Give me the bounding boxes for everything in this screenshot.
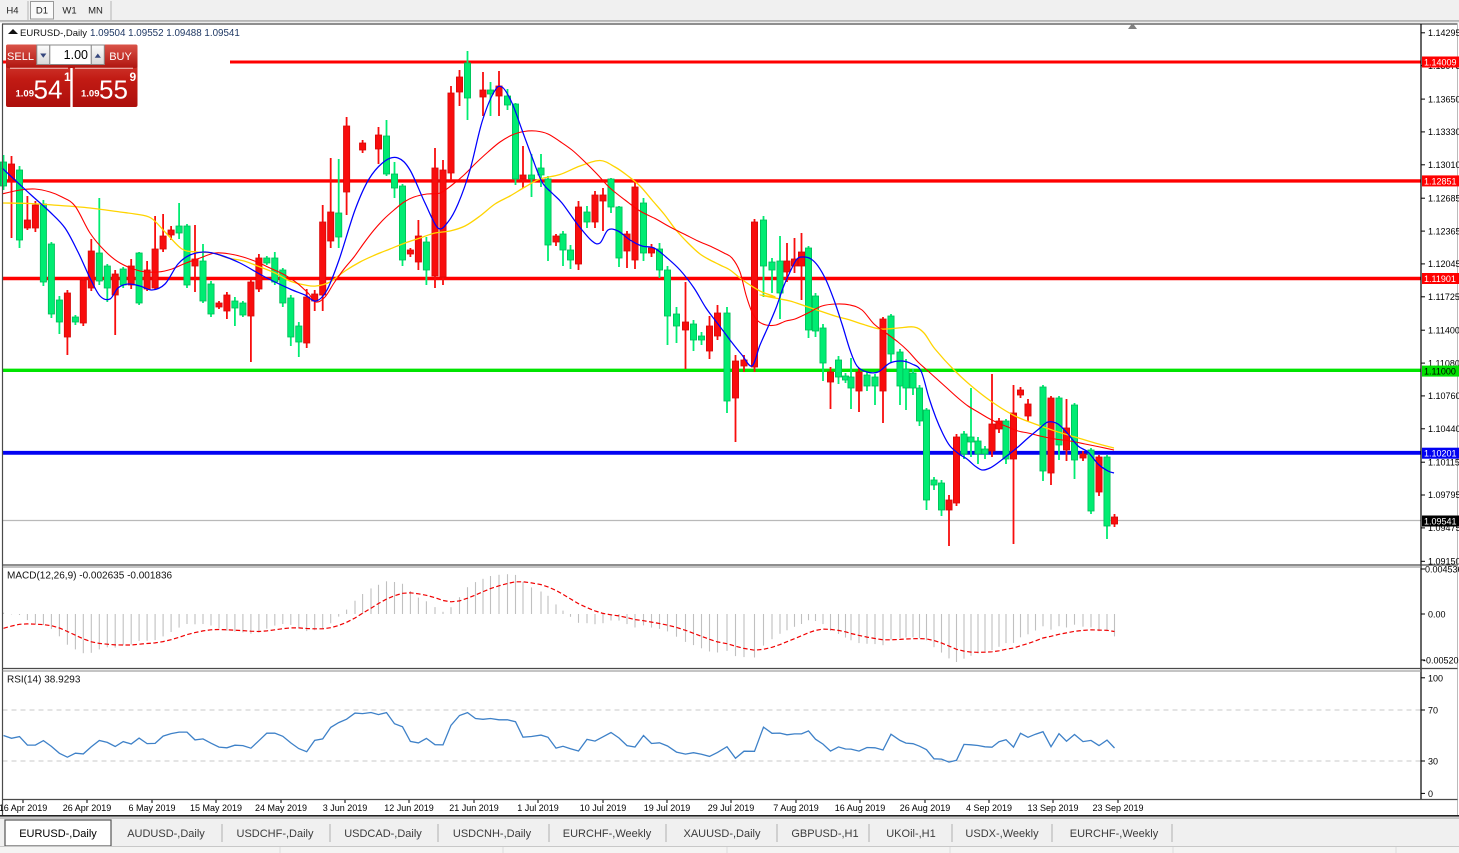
svg-text:1.12685: 1.12685 [1428, 193, 1459, 203]
svg-text:1.10440: 1.10440 [1428, 424, 1459, 434]
svg-text:W1: W1 [62, 6, 76, 17]
svg-text:1 Jul 2019: 1 Jul 2019 [517, 803, 559, 813]
svg-text:GBPUSD-,H1: GBPUSD-,H1 [791, 828, 858, 840]
svg-text:1.12851: 1.12851 [1424, 176, 1457, 186]
svg-text:1.11901: 1.11901 [1424, 274, 1456, 284]
svg-text:1.09: 1.09 [16, 89, 35, 100]
svg-text:1.09541: 1.09541 [1424, 517, 1457, 527]
svg-text:1.09: 1.09 [81, 89, 100, 100]
svg-text:0.00: 0.00 [1428, 610, 1446, 620]
svg-text:9: 9 [130, 70, 137, 84]
svg-text:D1: D1 [36, 6, 48, 17]
svg-text:1.14009: 1.14009 [1424, 58, 1457, 68]
svg-text:1.09150: 1.09150 [1428, 557, 1459, 567]
svg-text:3 Jun 2019: 3 Jun 2019 [323, 803, 368, 813]
svg-text:23 Sep 2019: 23 Sep 2019 [1092, 803, 1143, 813]
svg-text:EURCHF-,Weekly: EURCHF-,Weekly [1070, 828, 1159, 840]
svg-text:1.13010: 1.13010 [1428, 160, 1459, 170]
svg-text:EURUSD-,Daily: EURUSD-,Daily [19, 828, 97, 840]
svg-text:1.10201: 1.10201 [1424, 449, 1457, 459]
svg-text:1.11725: 1.11725 [1428, 292, 1459, 302]
svg-text:EURCHF-,Weekly: EURCHF-,Weekly [563, 828, 652, 840]
svg-text:100: 100 [1428, 673, 1443, 683]
svg-text:30: 30 [1428, 757, 1438, 767]
svg-text:0: 0 [1428, 789, 1433, 799]
svg-text:26 Apr 2019: 26 Apr 2019 [63, 803, 112, 813]
svg-text:1.09795: 1.09795 [1428, 490, 1459, 500]
svg-text:54: 54 [34, 75, 63, 105]
svg-text:USDCHF-,Daily: USDCHF-,Daily [237, 828, 315, 840]
svg-text:29 Jul 2019: 29 Jul 2019 [708, 803, 755, 813]
svg-text:1.10115: 1.10115 [1428, 457, 1459, 467]
svg-text:4 Sep 2019: 4 Sep 2019 [966, 803, 1012, 813]
svg-text:UKOil-,H1: UKOil-,H1 [886, 828, 936, 840]
svg-text:0.004536: 0.004536 [1425, 565, 1459, 575]
svg-text:-0.005205: -0.005205 [1423, 656, 1459, 666]
svg-text:12 Jun 2019: 12 Jun 2019 [384, 803, 434, 813]
svg-text:13 Sep 2019: 13 Sep 2019 [1027, 803, 1078, 813]
svg-text:XAUUSD-,Daily: XAUUSD-,Daily [683, 828, 761, 840]
svg-text:1.11080: 1.11080 [1428, 358, 1459, 368]
svg-text:AUDUSD-,Daily: AUDUSD-,Daily [127, 828, 205, 840]
svg-text:RSI(14) 38.9293: RSI(14) 38.9293 [7, 675, 81, 686]
svg-text:1.12365: 1.12365 [1428, 226, 1459, 236]
svg-text:H4: H4 [6, 6, 18, 17]
svg-text:10 Jul 2019: 10 Jul 2019 [580, 803, 627, 813]
svg-text:6 May 2019: 6 May 2019 [128, 803, 175, 813]
svg-text:1.09475: 1.09475 [1428, 523, 1459, 533]
svg-text:MN: MN [88, 6, 103, 17]
svg-text:19 Jul 2019: 19 Jul 2019 [644, 803, 691, 813]
svg-text:1.14295: 1.14295 [1428, 28, 1459, 38]
svg-text:24 May 2019: 24 May 2019 [255, 803, 307, 813]
svg-text:EURUSD-,Daily: EURUSD-,Daily [20, 28, 87, 39]
svg-text:1: 1 [64, 70, 71, 84]
svg-text:7 Aug 2019: 7 Aug 2019 [773, 803, 819, 813]
svg-text:1.13650: 1.13650 [1428, 94, 1459, 104]
svg-text:26 Aug 2019: 26 Aug 2019 [900, 803, 951, 813]
svg-text:15 May 2019: 15 May 2019 [190, 803, 242, 813]
svg-text:1.11000: 1.11000 [1424, 367, 1456, 377]
svg-text:BUY: BUY [109, 51, 132, 63]
svg-text:1.09504 1.09552 1.09488 1.0954: 1.09504 1.09552 1.09488 1.09541 [90, 28, 240, 39]
svg-text:USDX-,Weekly: USDX-,Weekly [965, 828, 1039, 840]
svg-text:70: 70 [1428, 706, 1438, 716]
svg-text:MACD(12,26,9) -0.002635 -0.001: MACD(12,26,9) -0.002635 -0.001836 [7, 571, 173, 582]
svg-text:SELL: SELL [7, 51, 34, 63]
svg-text:16 Aug 2019: 16 Aug 2019 [835, 803, 886, 813]
svg-text:1.10760: 1.10760 [1428, 391, 1459, 401]
svg-text:1.11400: 1.11400 [1428, 325, 1459, 335]
svg-text:1.13330: 1.13330 [1428, 127, 1459, 137]
svg-text:1.00: 1.00 [64, 48, 88, 62]
svg-text:16 Apr 2019: 16 Apr 2019 [0, 803, 47, 813]
svg-text:21 Jun 2019: 21 Jun 2019 [449, 803, 499, 813]
svg-text:USDCAD-,Daily: USDCAD-,Daily [344, 828, 422, 840]
svg-text:1.12045: 1.12045 [1428, 259, 1459, 269]
svg-text:55: 55 [99, 75, 128, 105]
svg-text:USDCNH-,Daily: USDCNH-,Daily [453, 828, 532, 840]
